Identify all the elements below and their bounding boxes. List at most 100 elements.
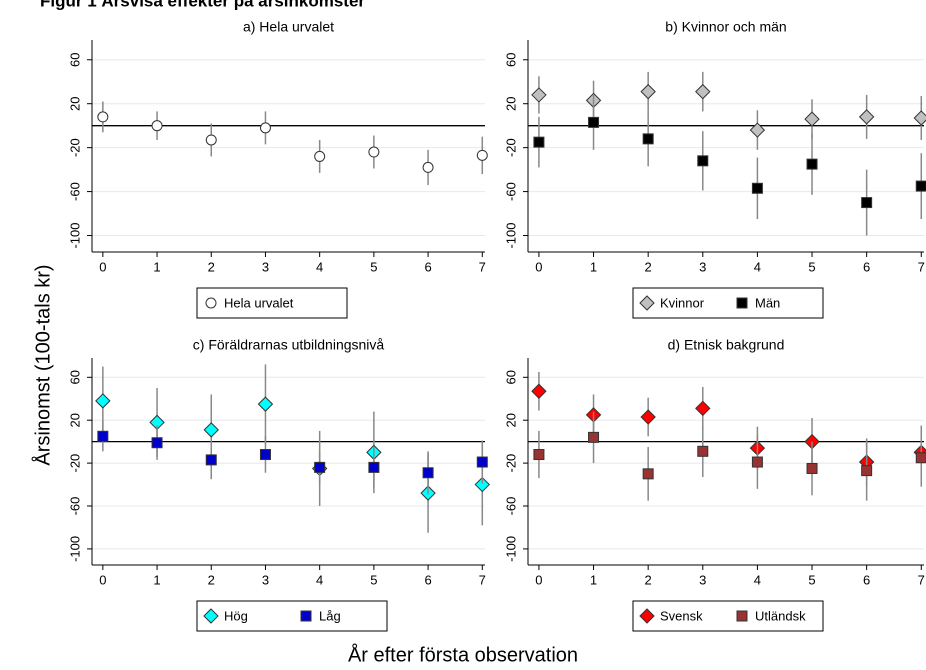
marker <box>751 182 763 194</box>
x-tick-label: 1 <box>153 572 160 587</box>
x-tick-label: 5 <box>370 572 377 587</box>
x-tick-label: 4 <box>754 572 761 587</box>
legend-marker <box>639 608 655 624</box>
y-tick-label: -100 <box>503 536 518 562</box>
figure-title: Figur 1 Årsvisa effekter på årsinkomster <box>40 0 365 10</box>
y-tick-label: 60 <box>503 370 518 384</box>
x-tick-label: 7 <box>479 572 486 587</box>
marker <box>642 468 654 480</box>
marker <box>368 146 380 158</box>
marker <box>861 197 873 209</box>
marker <box>913 110 926 126</box>
x-tick-label: 5 <box>808 259 815 274</box>
marker <box>749 122 766 138</box>
marker <box>314 150 326 162</box>
y-tick-label: -20 <box>67 138 82 157</box>
marker <box>915 452 926 464</box>
x-tick-label: 3 <box>262 572 269 587</box>
legend-marker <box>205 297 217 309</box>
marker <box>476 456 488 468</box>
legend-label: Låg <box>319 608 341 623</box>
y-tick-label: -20 <box>67 454 82 473</box>
panel-title: c) Föräldrarnas utbildningsnivå <box>193 337 385 353</box>
legend-marker <box>736 610 748 622</box>
y-tick-label: -100 <box>503 223 518 249</box>
marker <box>588 431 600 443</box>
x-tick-label: 2 <box>645 572 652 587</box>
marker <box>915 180 926 192</box>
marker <box>640 409 656 425</box>
marker <box>203 422 219 438</box>
panel-title: d) Etnisk bakgrund <box>668 337 785 353</box>
x-tick-label: 6 <box>424 259 431 274</box>
marker <box>531 87 547 103</box>
x-tick-label: 4 <box>316 572 323 587</box>
marker <box>422 467 434 479</box>
marker <box>259 122 271 134</box>
marker <box>531 383 547 399</box>
legend-marker <box>203 608 219 624</box>
y-tick-label: -100 <box>67 536 82 562</box>
x-tick-label: 0 <box>535 259 542 274</box>
x-tick-label: 6 <box>424 572 431 587</box>
y-tick-label: -60 <box>503 182 518 201</box>
marker <box>588 116 600 128</box>
x-tick-label: 1 <box>153 259 160 274</box>
marker <box>804 111 820 127</box>
y-tick-label: 20 <box>503 96 518 110</box>
y-tick-label: -20 <box>503 138 518 157</box>
marker <box>695 83 711 100</box>
marker <box>861 465 873 477</box>
marker <box>95 393 111 409</box>
x-tick-label: 4 <box>316 259 323 274</box>
legend-label: Kvinnor <box>660 295 705 310</box>
legend-marker <box>639 295 655 311</box>
x-tick-label: 3 <box>262 259 269 274</box>
legend-marker <box>736 297 748 309</box>
marker <box>476 149 488 161</box>
legend-label: Svensk <box>660 608 703 623</box>
panel-title: b) Kvinnor och män <box>665 19 786 35</box>
marker <box>151 120 163 132</box>
x-tick-label: 7 <box>479 259 486 274</box>
x-tick-label: 6 <box>863 259 870 274</box>
marker <box>751 456 763 468</box>
marker <box>257 396 274 412</box>
x-tick-label: 6 <box>863 572 870 587</box>
panel-title: a) Hela urvalet <box>243 19 334 35</box>
x-tick-label: 7 <box>918 259 925 274</box>
marker <box>642 133 654 145</box>
marker <box>697 445 709 457</box>
marker <box>858 109 875 125</box>
x-tick-label: 5 <box>808 572 815 587</box>
y-tick-label: 60 <box>67 370 82 384</box>
x-tick-label: 7 <box>918 572 925 587</box>
marker <box>205 134 217 146</box>
y-tick-label: 60 <box>503 53 518 67</box>
y-tick-label: -60 <box>67 497 82 516</box>
y-axis-label: Årsinomst (100-tals kr) <box>31 264 54 465</box>
y-tick-label: -20 <box>503 454 518 473</box>
y-tick-label: 60 <box>67 53 82 67</box>
marker <box>640 83 656 100</box>
legend-label: Hela urvalet <box>224 295 294 310</box>
marker <box>314 461 326 473</box>
marker <box>533 136 545 148</box>
marker <box>422 161 434 173</box>
legend-box <box>632 287 824 319</box>
marker <box>474 476 490 493</box>
legend-label: Hög <box>224 608 248 623</box>
legend-box <box>196 600 388 632</box>
x-tick-label: 0 <box>535 572 542 587</box>
marker <box>97 430 109 442</box>
x-tick-label: 3 <box>699 572 706 587</box>
legend-marker <box>300 610 312 622</box>
marker <box>806 462 818 474</box>
x-tick-label: 3 <box>699 259 706 274</box>
x-tick-label: 5 <box>370 259 377 274</box>
y-tick-label: -100 <box>67 223 82 249</box>
marker <box>205 454 217 466</box>
x-tick-label: 2 <box>208 572 215 587</box>
x-tick-label: 0 <box>99 572 106 587</box>
